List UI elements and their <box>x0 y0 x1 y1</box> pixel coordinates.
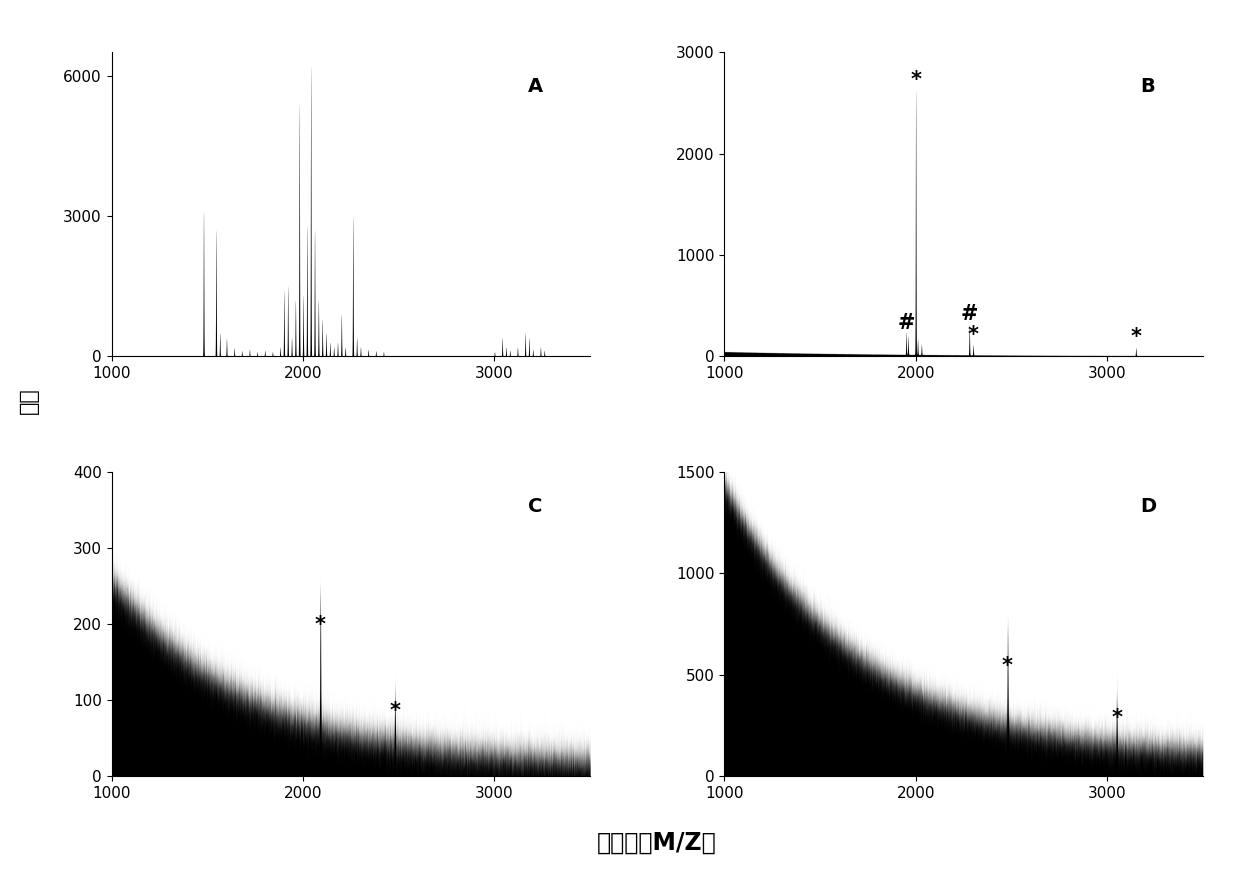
Text: #: # <box>898 313 915 333</box>
Text: C: C <box>528 496 542 515</box>
Text: 强度: 强度 <box>19 388 38 414</box>
Text: *: * <box>389 701 401 721</box>
Text: *: * <box>1131 327 1141 347</box>
Text: *: * <box>1002 656 1013 676</box>
Text: *: * <box>315 616 326 636</box>
Text: 质荷比（M/Z）: 质荷比（M/Z） <box>598 831 717 855</box>
Text: #: # <box>961 304 978 324</box>
Text: *: * <box>1111 708 1122 728</box>
Text: A: A <box>528 77 543 96</box>
Text: *: * <box>967 324 978 344</box>
Text: *: * <box>910 70 921 90</box>
Text: D: D <box>1141 496 1157 515</box>
Text: B: B <box>1141 77 1156 96</box>
